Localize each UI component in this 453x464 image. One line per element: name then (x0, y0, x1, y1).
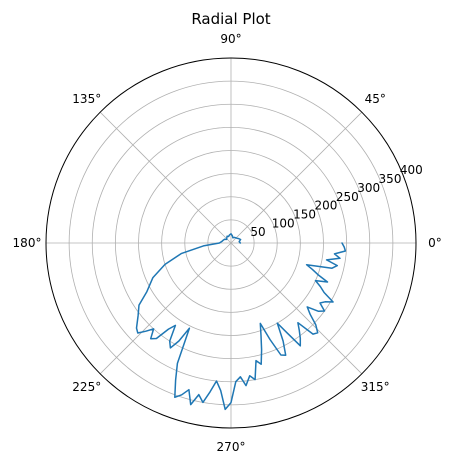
label-layer: 0° 45° 90° 135° 180° 225° 270° 315° 50 1001502002… (13, 32, 442, 454)
radial-gridline (91, 103, 371, 383)
series-line (135, 233, 347, 411)
angle-tick-label: 45° (365, 92, 386, 106)
radial-tick-label: 50 (250, 225, 265, 239)
angle-tick-label: 225° (72, 380, 101, 394)
radial-gridline (207, 219, 255, 267)
radial-gridline (184, 196, 278, 290)
series-layer (135, 233, 347, 411)
radial-tick-label: 100 (272, 216, 295, 230)
angle-tick-label: 90° (220, 32, 241, 46)
angle-tick-label: 315° (361, 380, 390, 394)
radial-tick-label: 150 (293, 207, 316, 221)
chart-title: Radial Plot (191, 10, 270, 28)
radial-tick-label: 300 (357, 181, 380, 195)
angle-tick-label: 270° (217, 440, 246, 454)
radial-tick-label: 250 (336, 190, 359, 204)
radial-tick-label: 200 (314, 199, 337, 213)
angle-tick-label: 0° (428, 236, 442, 250)
radial-tick-label: 350 (379, 172, 402, 186)
grid-layer (46, 58, 416, 428)
angle-tick-label: 180° (13, 236, 42, 250)
radial-gridline (114, 126, 348, 360)
polar-frame (45, 57, 417, 429)
radial-gridline (68, 80, 394, 406)
radial-tick-label: 400 (400, 163, 423, 177)
radial-gridline (138, 150, 324, 336)
radial-gridline (161, 173, 301, 313)
angle-tick-label: 135° (72, 92, 101, 106)
